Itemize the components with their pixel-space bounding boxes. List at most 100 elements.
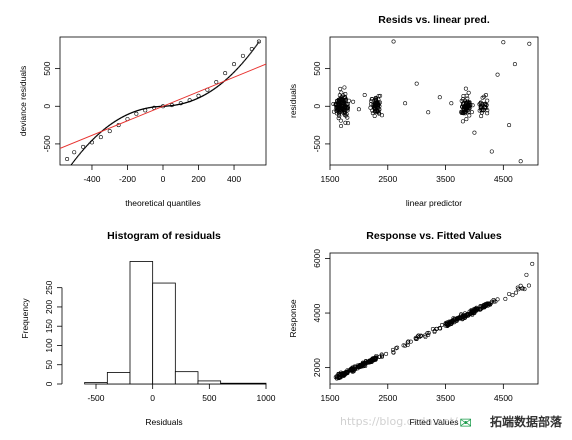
data-point xyxy=(108,124,110,126)
y-tick-label: 4000 xyxy=(312,303,322,322)
data-point xyxy=(182,103,184,105)
data-point xyxy=(437,95,442,100)
data-point xyxy=(133,111,136,113)
data-point xyxy=(111,122,113,124)
data-point xyxy=(65,156,70,161)
data-point xyxy=(243,60,245,62)
data-point xyxy=(125,114,127,117)
data-point xyxy=(136,110,139,112)
data-point xyxy=(117,118,119,121)
data-point xyxy=(182,102,184,105)
plot-frame xyxy=(59,36,267,166)
data-point xyxy=(443,323,448,328)
data-point xyxy=(395,345,400,350)
x-tick-label: 0 xyxy=(161,174,166,184)
data-point xyxy=(405,340,410,345)
data-point xyxy=(79,152,82,154)
data-point xyxy=(527,41,532,46)
panel-4: Response vs. Fitted Values Fitted Values R… xyxy=(288,230,539,427)
data-point xyxy=(222,81,224,84)
x-tick-label: 1000 xyxy=(257,393,276,403)
data-point xyxy=(479,110,484,115)
data-point xyxy=(253,48,255,50)
data-point xyxy=(465,99,470,104)
y-tick-label: -500 xyxy=(312,135,322,152)
data-point xyxy=(353,364,358,369)
data-point xyxy=(374,100,379,105)
data-point xyxy=(454,317,459,322)
data-point xyxy=(119,117,121,120)
y-tick-label: 50 xyxy=(44,360,54,370)
data-point xyxy=(232,62,237,67)
data-point xyxy=(480,95,485,100)
data-point xyxy=(336,116,341,121)
data-point xyxy=(90,140,93,142)
data-point xyxy=(443,321,448,326)
data-point xyxy=(198,97,200,99)
x-axis-label: theoretical quantiles xyxy=(125,198,201,208)
data-point xyxy=(153,106,156,108)
data-point xyxy=(190,100,193,102)
data-point xyxy=(245,57,247,60)
data-point xyxy=(187,101,190,103)
data-point xyxy=(507,123,512,128)
data-point xyxy=(74,158,76,161)
data-point xyxy=(88,142,90,144)
data-point xyxy=(478,105,483,110)
data-point xyxy=(119,117,122,119)
data-point xyxy=(136,110,138,112)
histogram-bar xyxy=(84,382,108,385)
data-point xyxy=(335,102,340,107)
data-point xyxy=(73,159,76,162)
data-point xyxy=(102,129,104,131)
data-point xyxy=(135,110,137,112)
data-point xyxy=(226,78,228,80)
data-point xyxy=(485,303,490,308)
data-point xyxy=(333,103,338,108)
data-point xyxy=(143,108,145,110)
data-point xyxy=(187,101,189,103)
data-point xyxy=(471,308,476,313)
data-point xyxy=(240,63,242,66)
data-point xyxy=(518,159,523,164)
data-point xyxy=(173,104,175,106)
data-point xyxy=(94,136,96,138)
histogram-bar xyxy=(129,261,154,385)
y-axis-label: Frequency xyxy=(20,298,30,339)
data-point xyxy=(150,106,153,108)
data-point xyxy=(342,85,347,90)
data-point xyxy=(113,121,115,123)
data-point xyxy=(144,107,147,110)
data-point xyxy=(439,322,444,327)
data-point xyxy=(197,97,199,99)
data-point xyxy=(351,99,356,104)
data-point xyxy=(192,99,194,101)
data-point xyxy=(185,101,187,104)
data-point xyxy=(244,58,247,61)
data-point xyxy=(374,355,379,360)
data-point xyxy=(221,82,223,84)
data-point xyxy=(170,105,173,107)
data-point xyxy=(165,105,167,107)
data-point xyxy=(120,117,122,119)
data-point xyxy=(193,99,196,101)
data-point xyxy=(520,286,525,291)
panel-3: Histogram of residuals Residuals Frequency… xyxy=(20,230,276,427)
data-point xyxy=(148,107,150,109)
data-point xyxy=(507,291,512,296)
data-point xyxy=(103,128,105,130)
data-point xyxy=(69,167,70,168)
data-point xyxy=(238,66,240,68)
data-point xyxy=(112,122,114,124)
data-point xyxy=(167,105,170,107)
data-point xyxy=(190,100,192,102)
data-point xyxy=(515,285,520,290)
data-point xyxy=(93,137,96,139)
data-point xyxy=(336,106,341,111)
data-point xyxy=(462,105,467,110)
data-point xyxy=(99,132,101,134)
data-point xyxy=(252,49,254,51)
data-point xyxy=(214,80,219,85)
data-point xyxy=(467,113,472,118)
data-point xyxy=(72,161,74,164)
